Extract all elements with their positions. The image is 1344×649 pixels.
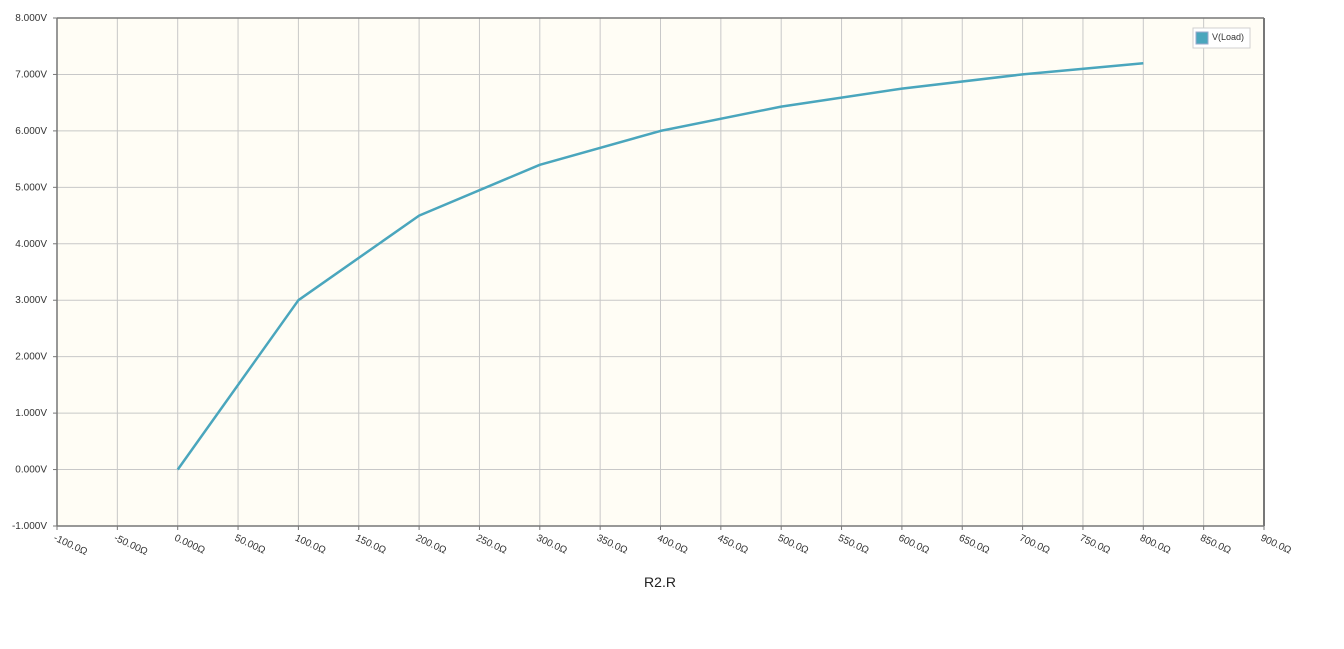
x-tick-label: 600.0Ω xyxy=(897,533,932,557)
x-tick-label: 450.0Ω xyxy=(716,533,751,557)
x-tick-label: 700.0Ω xyxy=(1017,533,1052,557)
x-tick-label: 150.0Ω xyxy=(353,533,388,557)
x-tick-label: 100.0Ω xyxy=(293,533,328,557)
x-tick-label: 800.0Ω xyxy=(1138,533,1173,557)
y-tick-label: 5.000V xyxy=(15,182,47,193)
x-tick-label: 0.000Ω xyxy=(172,533,207,557)
x-tick-label: 650.0Ω xyxy=(957,533,992,557)
x-tick-label: -50.00Ω xyxy=(112,533,150,558)
y-axis-tick-labels: -1.000V 0.000V 1.000V 2.000V 3.000V 4.000V 5.0… xyxy=(12,13,47,532)
legend-label: V(Load) xyxy=(1212,32,1244,42)
x-tick-label: 350.0Ω xyxy=(595,533,630,557)
y-tick-label: -1.000V xyxy=(12,521,47,532)
x-tick-label: 850.0Ω xyxy=(1198,533,1233,557)
x-axis-tick-labels: -100.0Ω -50.00Ω 0.000Ω 50.00Ω 100.0Ω 150.0Ω 20… xyxy=(52,533,1294,558)
series-line xyxy=(176,61,1144,471)
legend: V(Load) xyxy=(1192,27,1251,49)
y-tick-label: 1.000V xyxy=(15,408,47,419)
x-tick-label: 300.0Ω xyxy=(535,533,570,557)
legend-swatch xyxy=(1195,31,1209,45)
y-tick-label: 4.000V xyxy=(15,239,47,250)
x-axis-title: R2.R xyxy=(644,574,676,590)
x-tick-label: 900.0Ω xyxy=(1259,533,1294,557)
x-tick-label: 550.0Ω xyxy=(836,533,871,557)
x-tick-label: -100.0Ω xyxy=(52,533,90,558)
x-tick-label: 200.0Ω xyxy=(414,533,449,557)
y-tick-label: 3.000V xyxy=(15,295,47,306)
x-tick-label: 250.0Ω xyxy=(474,533,509,557)
x-tick-label: 500.0Ω xyxy=(776,533,811,557)
axes xyxy=(53,17,1265,530)
x-tick-label: 400.0Ω xyxy=(655,533,690,557)
x-tick-label: 750.0Ω xyxy=(1078,533,1113,557)
series-layer xyxy=(176,61,1144,471)
gridlines xyxy=(56,17,1265,527)
y-tick-label: 7.000V xyxy=(15,69,47,80)
x-tick-label: 50.00Ω xyxy=(233,533,268,557)
y-tick-label: 2.000V xyxy=(15,352,47,363)
y-tick-label: 0.000V xyxy=(15,465,47,476)
y-tick-label: 6.000V xyxy=(15,126,47,137)
y-tick-label: 8.000V xyxy=(15,13,47,24)
